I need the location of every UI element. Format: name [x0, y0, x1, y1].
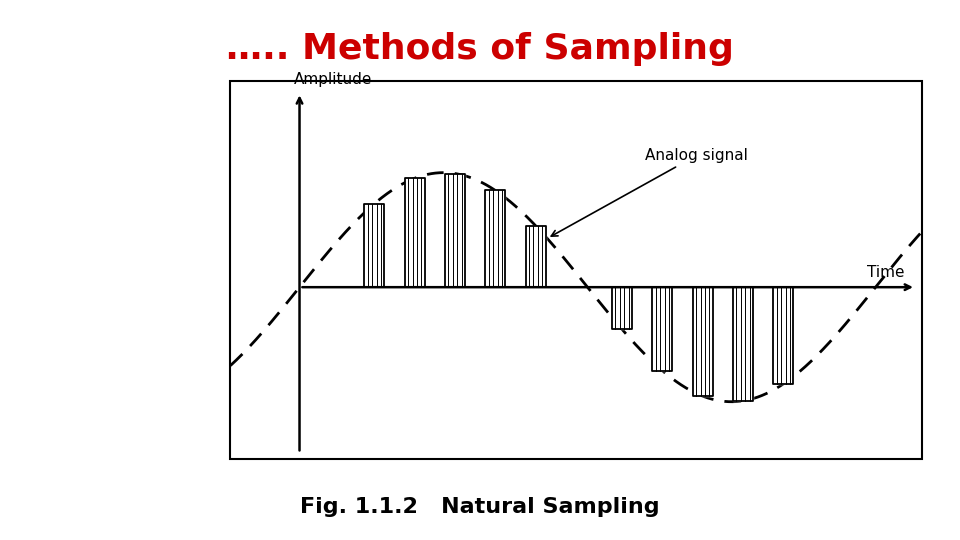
Polygon shape [692, 287, 712, 396]
Text: ….. Methods of Sampling: ….. Methods of Sampling [226, 32, 734, 66]
Polygon shape [652, 287, 672, 370]
Text: Time: Time [867, 265, 904, 280]
Text: Fig. 1.1.2   Natural Sampling: Fig. 1.1.2 Natural Sampling [300, 497, 660, 517]
Polygon shape [444, 173, 465, 287]
Text: Natural
sampling - a
pulse of
short width
with varying
amplitude
with natural
to: Natural sampling - a pulse of short widt… [34, 103, 159, 306]
Polygon shape [405, 178, 424, 287]
Polygon shape [485, 191, 505, 287]
Polygon shape [612, 287, 632, 329]
Text: Amplitude: Amplitude [294, 72, 372, 87]
Polygon shape [364, 204, 384, 287]
Polygon shape [773, 287, 793, 384]
Polygon shape [733, 287, 753, 401]
Polygon shape [525, 226, 545, 287]
Text: Analog signal: Analog signal [551, 148, 748, 236]
